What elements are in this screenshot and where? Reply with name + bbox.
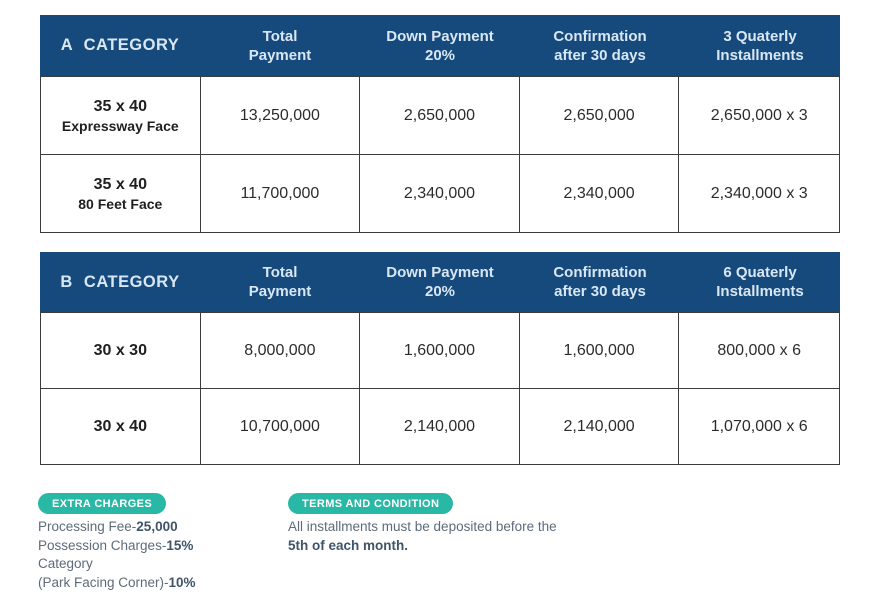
extra-charge-item: (Park Facing Corner)-10% (38, 574, 288, 593)
terms-line-regular: All installments must be deposited befor… (288, 519, 557, 534)
down-payment-cell: 1,600,000 (360, 313, 520, 389)
row-label-cell: 35 x 40 80 Feet Face (41, 155, 201, 232)
row-label-cell: 35 x 40 Expressway Face (41, 77, 201, 155)
column-header-total-payment: Total Payment (248, 264, 312, 300)
category-a-header-row: A CATEGORY Total Payment Down Payment 20… (40, 15, 840, 76)
charge-label: Possession Charges- (38, 537, 167, 553)
charge-label: (Park Facing Corner)- (38, 574, 169, 590)
down-payment-cell: 2,650,000 (360, 77, 520, 155)
terms-text: All installments must be deposited befor… (288, 518, 628, 555)
category-b-body: 30 x 30 8,000,000 1,600,000 1,600,000 80… (40, 312, 840, 465)
charge-value: 10% (168, 574, 196, 590)
column-header-confirmation: Confirmation after 30 days (553, 27, 647, 64)
column-header-confirmation: Confirmation after 30 days (553, 264, 647, 300)
confirmation-cell: 2,140,000 (520, 389, 680, 464)
extra-charges-badge: EXTRA CHARGES (38, 493, 167, 514)
extra-charges-list: Processing Fee-25,000 Possession Charges… (38, 518, 288, 592)
plot-size-label: 35 x 40 (93, 175, 147, 193)
category-b-table: B CATEGORY Total Payment Down Payment 20… (40, 252, 840, 465)
category-b-title: B CATEGORY (60, 272, 180, 291)
installments-cell: 2,340,000 x 3 (710, 184, 808, 202)
plot-size-label: 35 x 40 (93, 97, 147, 115)
row-label-cell: 30 x 30 (41, 313, 201, 389)
plot-size-label: 30 x 30 (93, 341, 147, 359)
terms-and-condition-badge: TERMS AND CONDITION (288, 493, 454, 514)
column-header-total-payment: Total Payment (248, 27, 312, 64)
extra-charge-item: Processing Fee-25,000 (38, 518, 288, 537)
extra-charge-item: Category (38, 555, 288, 574)
column-header-down-payment: Down Payment 20% (386, 27, 494, 64)
plot-face-label: 80 Feet Face (78, 195, 163, 212)
installments-cell: 2,650,000 x 3 (679, 77, 839, 155)
terms-line-bold: 5th of each month. (288, 537, 409, 553)
category-a-title: A CATEGORY (60, 36, 180, 54)
down-payment-cell: 2,140,000 (360, 389, 520, 464)
total-payment-cell: 11,700,000 (201, 155, 361, 232)
extra-charge-item: Possession Charges-15% (38, 537, 288, 556)
confirmation-cell: 1,600,000 (519, 313, 680, 389)
plot-face-label: Expressway Face (61, 117, 179, 134)
row-label-cell: 30 x 40 (41, 389, 201, 464)
confirmation-cell: 2,650,000 (519, 77, 680, 155)
category-a-table: A CATEGORY Total Payment Down Payment 20… (40, 15, 840, 233)
category-b-header-row: B CATEGORY Total Payment Down Payment 20… (40, 252, 840, 312)
category-a-body: 35 x 40 Expressway Face 13,250,000 2,650… (40, 76, 840, 233)
total-payment-cell: 8,000,000 (200, 313, 361, 389)
installments-cell: 800,000 x 6 (679, 313, 839, 389)
column-header-installments: 3 Quaterly Installments (716, 27, 804, 64)
charge-value: 15% (166, 537, 194, 553)
charge-label: Processing Fee- (38, 519, 137, 534)
charge-label: Category (38, 556, 93, 571)
confirmation-cell: 2,340,000 (520, 155, 680, 232)
total-payment-cell: 13,250,000 (200, 77, 361, 155)
plot-size-label: 30 x 40 (93, 417, 147, 435)
total-payment-cell: 10,700,000 (201, 389, 361, 464)
column-header-installments: 6 Quaterly Installments (716, 264, 804, 300)
installments-cell: 1,070,000 x 6 (710, 417, 808, 435)
column-header-down-payment: Down Payment 20% (386, 264, 494, 300)
charge-value: 25,000 (136, 519, 178, 534)
down-payment-cell: 2,340,000 (360, 155, 520, 232)
